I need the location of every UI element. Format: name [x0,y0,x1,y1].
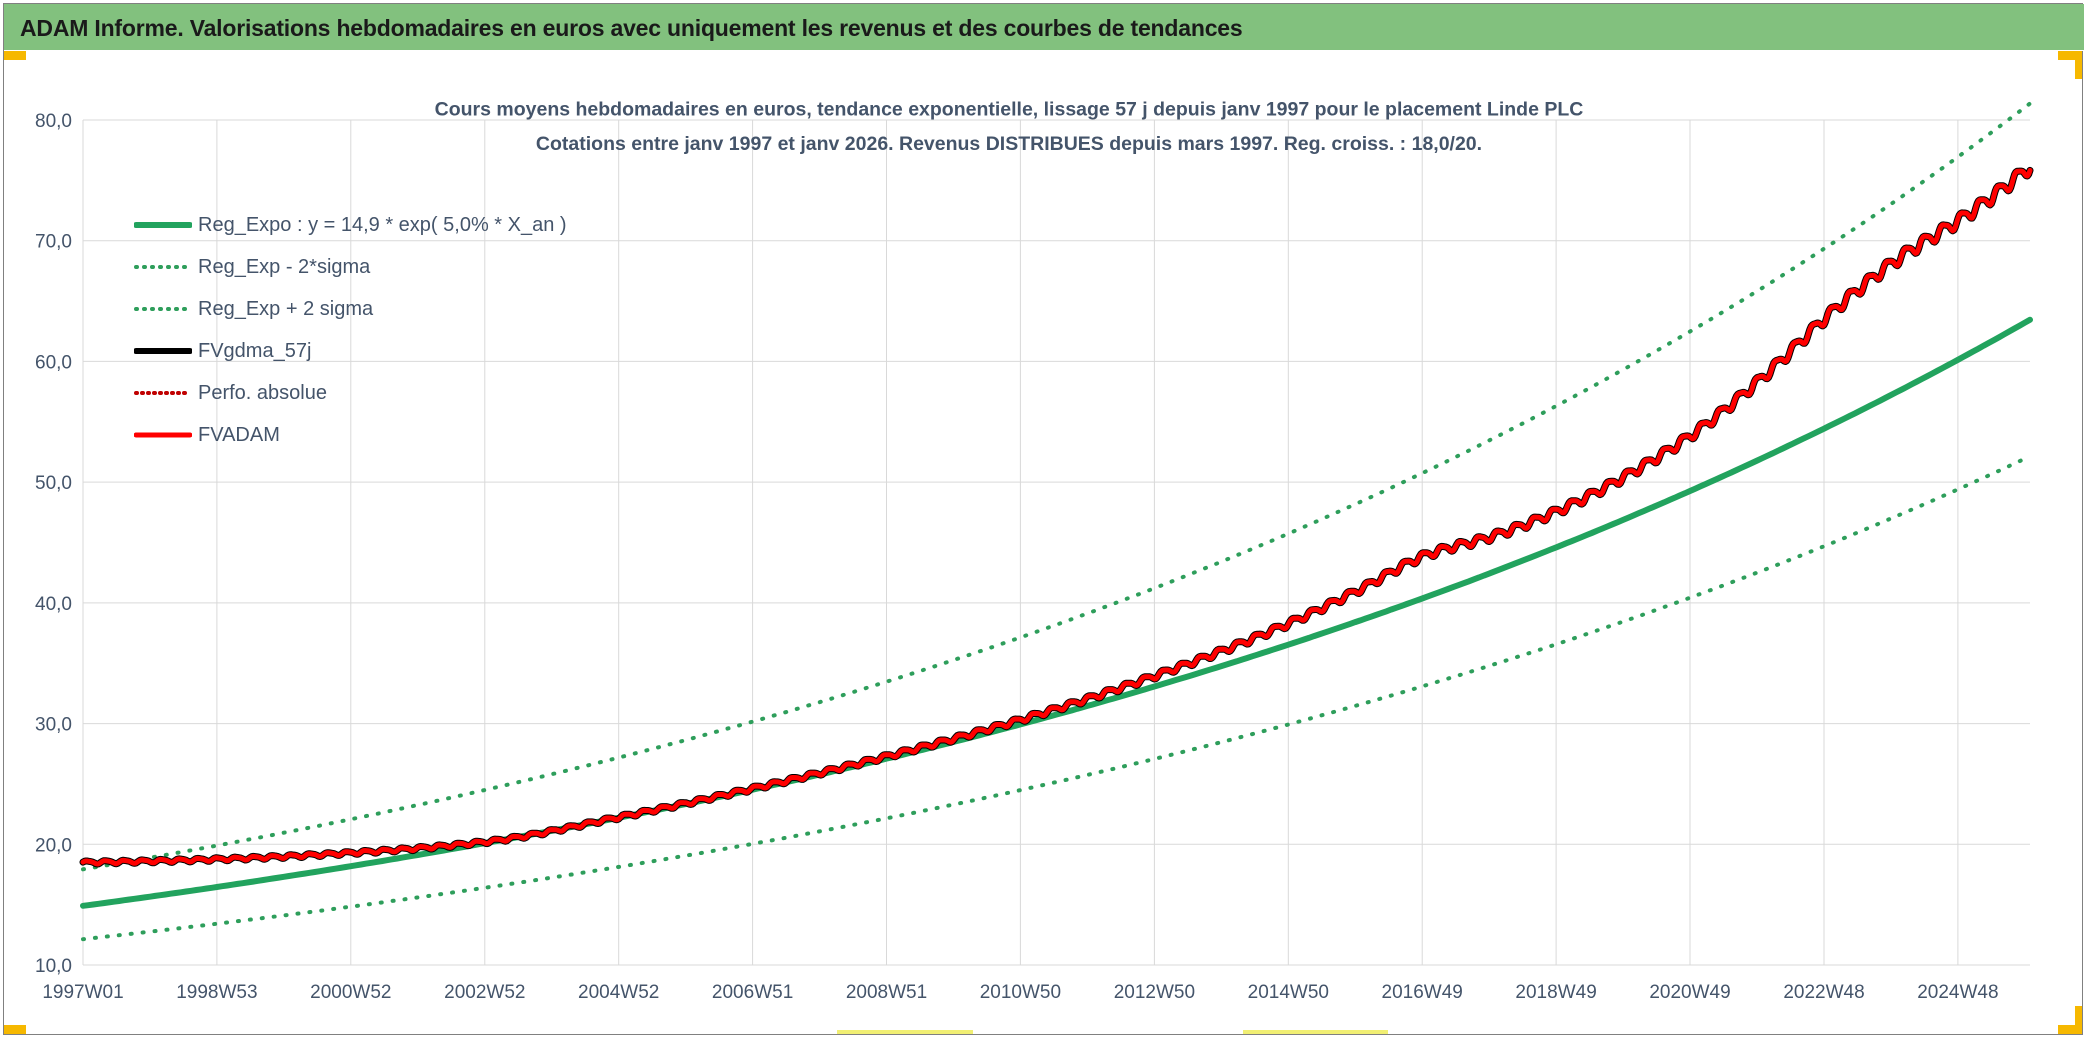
svg-text:2014W50: 2014W50 [1248,982,1329,1003]
svg-text:2012W50: 2012W50 [1114,982,1195,1003]
svg-text:80,0: 80,0 [35,111,72,132]
svg-text:2022W48: 2022W48 [1783,982,1864,1003]
svg-text:70,0: 70,0 [35,232,72,253]
svg-text:2024W48: 2024W48 [1917,982,1998,1003]
svg-text:2004W52: 2004W52 [578,982,659,1003]
svg-text:40,0: 40,0 [35,594,72,615]
svg-text:2006W51: 2006W51 [712,982,793,1003]
svg-text:2002W52: 2002W52 [444,982,525,1003]
svg-text:2010W50: 2010W50 [980,982,1061,1003]
svg-text:2020W49: 2020W49 [1649,982,1730,1003]
svg-text:10,0: 10,0 [35,956,72,977]
svg-text:2008W51: 2008W51 [846,982,927,1003]
svg-text:2000W52: 2000W52 [310,982,391,1003]
svg-text:2016W49: 2016W49 [1382,982,1463,1003]
svg-text:1998W53: 1998W53 [176,982,257,1003]
svg-text:50,0: 50,0 [35,473,72,494]
svg-text:2018W49: 2018W49 [1515,982,1596,1003]
svg-text:1997W01: 1997W01 [42,982,123,1003]
svg-text:60,0: 60,0 [35,352,72,373]
svg-text:20,0: 20,0 [35,835,72,856]
svg-text:30,0: 30,0 [35,715,72,736]
svg-text:Cours moyens hebdomadaires en: Cours moyens hebdomadaires en euros, ten… [435,99,1584,121]
svg-text:Cotations entre janv 1997 et j: Cotations entre janv 1997 et janv 2026. … [536,133,1482,155]
